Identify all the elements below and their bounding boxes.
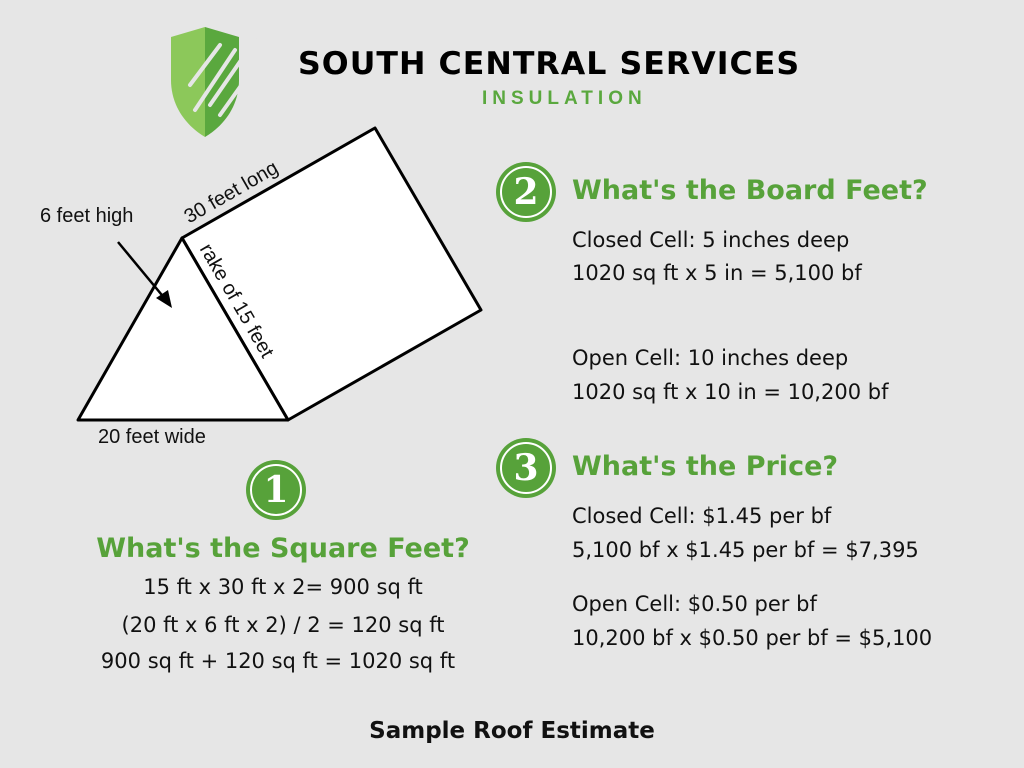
step-2-title: What's the Board Feet? bbox=[572, 175, 928, 206]
step-3-line: Open Cell: $0.50 per bf bbox=[572, 592, 817, 616]
footer-caption: Sample Roof Estimate bbox=[369, 718, 655, 744]
step-1-line: 900 sq ft + 120 sq ft = 1020 sq ft bbox=[100, 649, 456, 673]
step-2-line: 1020 sq ft x 10 in = 10,200 bf bbox=[572, 380, 889, 404]
roof-prism-diagram bbox=[76, 126, 483, 422]
step-1-badge: 1 bbox=[246, 460, 306, 520]
height-label: 6 feet high bbox=[40, 205, 134, 227]
step-3-line: Closed Cell: $1.45 per bf bbox=[572, 504, 832, 528]
step-3-line: 10,200 bf x $0.50 per bf = $5,100 bbox=[572, 626, 933, 650]
step-3-line: 5,100 bf x $1.45 per bf = $7,395 bbox=[572, 538, 919, 562]
brand-tagline: INSULATION bbox=[482, 88, 647, 109]
step-3-title: What's the Price? bbox=[572, 451, 839, 482]
height-arrow bbox=[117, 241, 167, 301]
step-1-title: What's the Square Feet? bbox=[96, 533, 470, 564]
step-2-line: 1020 sq ft x 5 in = 5,100 bf bbox=[572, 261, 862, 285]
step-2-line: Open Cell: 10 inches deep bbox=[572, 346, 849, 370]
arrow-head-icon bbox=[156, 290, 172, 308]
brand-name: SOUTH CENTRAL SERVICES bbox=[298, 46, 801, 82]
step-1-line: 15 ft x 30 ft x 2= 900 sq ft bbox=[143, 575, 423, 599]
roof-gable-face bbox=[76, 236, 290, 422]
shield-logo-icon bbox=[171, 27, 257, 137]
step-2-badge: 2 bbox=[496, 162, 556, 222]
step-3-badge: 3 bbox=[496, 438, 556, 498]
step-2-line: Closed Cell: 5 inches deep bbox=[572, 228, 850, 252]
width-label: 20 feet wide bbox=[98, 426, 206, 448]
step-1-line: (20 ft x 6 ft x 2) / 2 = 120 sq ft bbox=[121, 613, 445, 637]
